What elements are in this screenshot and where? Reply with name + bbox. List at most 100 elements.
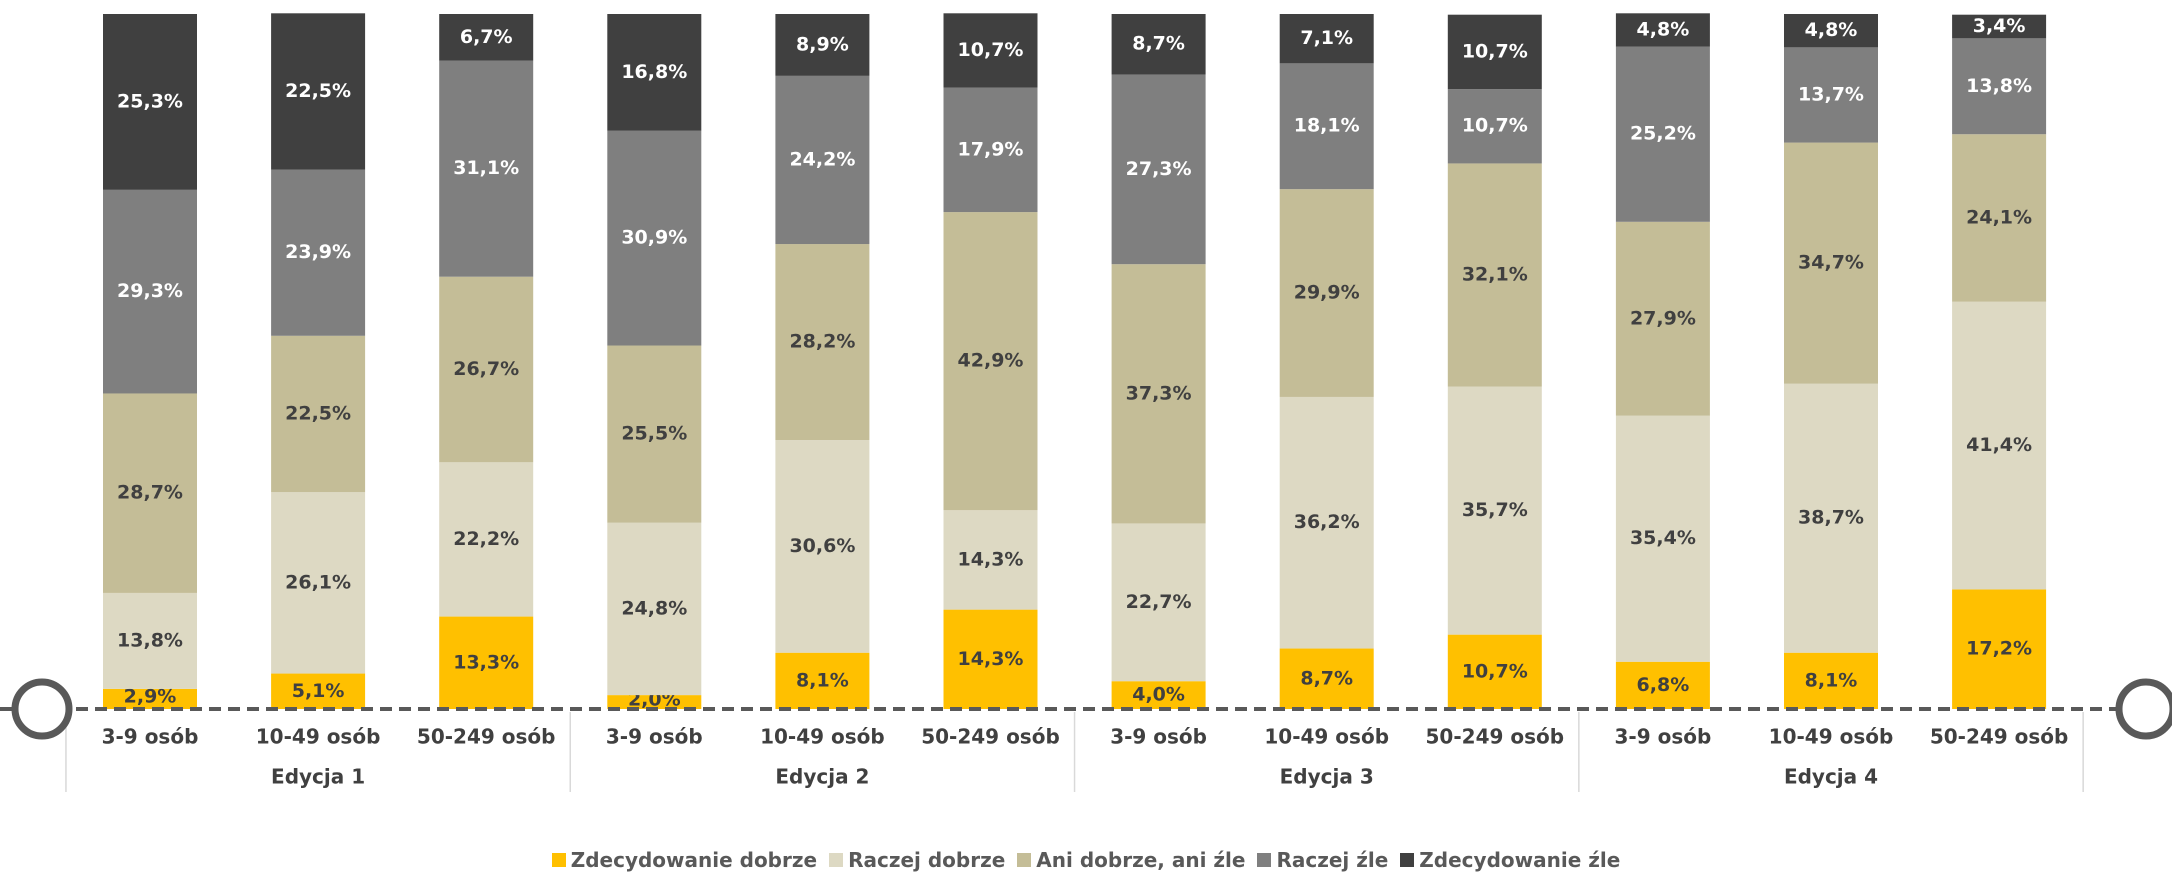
x-tick-label: 10-49 osób: [760, 725, 885, 749]
x-tick-label: 50-249 osób: [417, 725, 556, 749]
bar-segment: [1447, 386, 1542, 635]
bar-segment: [103, 14, 197, 190]
bar-segment: [1615, 415, 1710, 662]
bar-segment: [1279, 648, 1374, 709]
bar-segment: [1784, 142, 1878, 384]
data-label: 34,7%: [1798, 252, 1864, 274]
bar-segment: [103, 189, 197, 394]
bar-segment: [271, 673, 366, 709]
data-label: 28,2%: [789, 331, 855, 353]
data-label: 24,1%: [1966, 206, 2032, 228]
data-label: 5,1%: [292, 680, 345, 702]
bar-segment: [1952, 301, 2047, 590]
bar-segment: [607, 345, 702, 523]
bar-segment: [1784, 652, 1878, 709]
decor-circle: [11, 678, 73, 740]
bar-segment: [1279, 189, 1374, 397]
data-label: 8,7%: [1132, 33, 1185, 55]
data-label: 8,7%: [1300, 667, 1353, 689]
bar-segment: [1111, 523, 1206, 682]
legend-swatch: [551, 853, 566, 867]
bar-segment: [1615, 661, 1710, 709]
bar-segment: [775, 652, 870, 709]
data-label: 6,7%: [460, 26, 513, 48]
x-tick-label: 10-49 osób: [256, 725, 381, 749]
bar-segment: [1784, 14, 1878, 48]
bar-segment: [1447, 634, 1542, 709]
bar-segment: [103, 393, 197, 593]
x-tick-label: 50-249 osób: [1930, 725, 2069, 749]
data-label: 17,9%: [958, 138, 1024, 160]
legend-label: Raczej dobrze: [848, 848, 1006, 872]
bar-segment: [103, 592, 197, 689]
bar-segment: [1447, 163, 1542, 387]
legend-label: Raczej źle: [1276, 848, 1389, 872]
data-label: 38,7%: [1798, 507, 1864, 529]
bar-segment: [1111, 74, 1206, 265]
data-label: 35,7%: [1462, 499, 1528, 521]
legend-swatch: [1257, 853, 1272, 867]
bar-segment: [1615, 46, 1710, 222]
bar-segment: [1952, 38, 2047, 135]
bar-segment: [1111, 264, 1206, 524]
data-label: 27,3%: [1126, 158, 1192, 180]
group-label: Edycja 2: [775, 765, 869, 789]
legend-item: Zdecydowanie dobrze: [551, 848, 818, 872]
bar-segment: [775, 440, 870, 653]
data-label: 36,2%: [1294, 511, 1360, 533]
data-label: 8,9%: [796, 33, 849, 55]
bar-segment: [943, 13, 1038, 88]
x-tick-label: 50-249 osób: [1426, 725, 1565, 749]
bar-segment: [943, 212, 1038, 511]
bar-segment: [775, 244, 870, 441]
data-label: 8,1%: [1805, 669, 1858, 691]
x-tick-label: 3-9 osób: [1110, 725, 1207, 749]
data-label: 22,5%: [285, 80, 351, 102]
x-tick-label: 50-249 osób: [921, 725, 1060, 749]
bar-segment: [1447, 14, 1542, 90]
group-label: Edycja 3: [1280, 765, 1374, 789]
bar-segment: [1279, 396, 1374, 649]
bar-segment: [943, 609, 1038, 709]
data-label: 13,8%: [1966, 75, 2032, 97]
bar-segment: [607, 522, 702, 696]
data-label: 30,9%: [621, 227, 687, 249]
data-label: 28,7%: [117, 482, 183, 504]
data-label: 41,4%: [1966, 434, 2032, 456]
data-label: 4,8%: [1805, 19, 1858, 41]
legend-swatch: [1400, 853, 1415, 867]
legend-item: Raczej źle: [1257, 848, 1388, 872]
data-label: 14,3%: [958, 548, 1024, 570]
legend-label: Zdecydowanie źle: [1419, 848, 1621, 872]
data-label: 22,7%: [1126, 591, 1192, 613]
x-tick-label: 10-49 osób: [1264, 725, 1389, 749]
data-label: 14,3%: [958, 648, 1024, 670]
data-label: 17,2%: [1966, 638, 2032, 660]
data-label: 13,3%: [453, 651, 519, 673]
data-label: 30,6%: [789, 535, 855, 557]
bar-segment: [607, 695, 702, 709]
legend-swatch: [829, 853, 844, 867]
data-label: 10,7%: [1462, 40, 1528, 62]
bar-segment: [1952, 14, 2047, 39]
x-tick-label: 3-9 osób: [606, 725, 703, 749]
data-label: 32,1%: [1462, 263, 1528, 285]
data-label: 7,1%: [1300, 27, 1353, 49]
bar-segment: [1111, 14, 1206, 75]
bar-segment: [439, 60, 534, 277]
data-label: 26,7%: [453, 358, 519, 380]
data-label: 26,1%: [285, 571, 351, 593]
data-label: 35,4%: [1630, 527, 1696, 549]
data-label: 22,5%: [285, 402, 351, 424]
group-label: Edycja 4: [1784, 765, 1878, 789]
data-label: 8,1%: [796, 669, 849, 691]
bar-segment: [1279, 63, 1374, 190]
bar-segment: [271, 169, 366, 336]
data-label: 3,4%: [1973, 15, 2026, 37]
data-label: 27,9%: [1630, 307, 1696, 329]
bar-segment: [439, 276, 534, 463]
bar-segment: [1111, 681, 1206, 709]
legend-label: Zdecydowanie dobrze: [570, 848, 818, 872]
data-label: 22,2%: [453, 528, 519, 550]
data-label: 10,7%: [1462, 660, 1528, 682]
